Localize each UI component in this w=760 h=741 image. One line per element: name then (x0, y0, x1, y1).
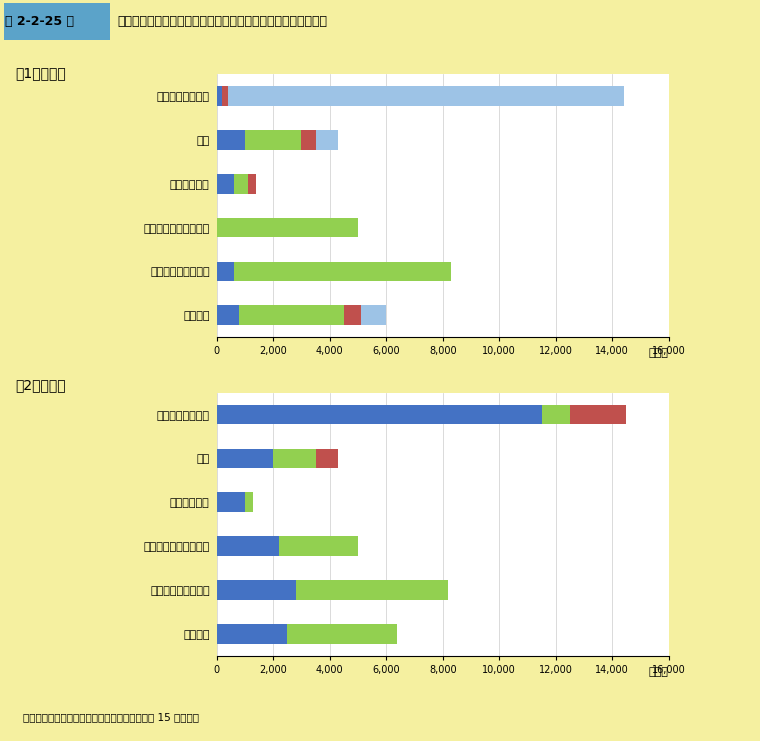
Bar (287, 624, 397, 644)
FancyBboxPatch shape (4, 4, 110, 39)
Text: （2）学位別: （2）学位別 (15, 378, 66, 392)
Bar (315, 448, 338, 468)
Bar (217, 624, 287, 644)
Bar (239, 305, 344, 325)
Bar (245, 130, 302, 150)
Bar (315, 130, 338, 150)
Bar (296, 580, 448, 600)
Bar (217, 493, 245, 512)
Bar (228, 86, 623, 106)
Text: （1）専門別: （1）専門別 (15, 67, 66, 81)
Bar (542, 405, 570, 425)
Bar (233, 262, 451, 282)
Bar (217, 448, 273, 468)
Bar (217, 262, 233, 282)
Bar (217, 86, 222, 106)
Bar (248, 174, 256, 193)
Bar (279, 536, 358, 556)
Bar (217, 218, 358, 237)
Bar (344, 305, 361, 325)
Text: （人）: （人） (649, 348, 669, 358)
Bar (217, 405, 542, 425)
Bar (245, 493, 253, 512)
Text: 主要産業における専門別・学位別採用状況（平成１５年３月）: 主要産業における専門別・学位別採用状況（平成１５年３月） (118, 15, 328, 28)
Bar (217, 174, 233, 193)
Text: 資料：文部科学省「学校基本調査報告書（平成 15 年度）」: 資料：文部科学省「学校基本調査報告書（平成 15 年度）」 (23, 713, 199, 722)
Bar (222, 86, 228, 106)
Text: （人）: （人） (649, 667, 669, 677)
Text: 第 2-2-25 図: 第 2-2-25 図 (5, 15, 74, 28)
Bar (217, 305, 239, 325)
Bar (233, 174, 248, 193)
Bar (302, 130, 315, 150)
Bar (273, 448, 315, 468)
Bar (217, 580, 296, 600)
Bar (217, 130, 245, 150)
Bar (361, 305, 386, 325)
Bar (217, 536, 279, 556)
Bar (570, 405, 626, 425)
